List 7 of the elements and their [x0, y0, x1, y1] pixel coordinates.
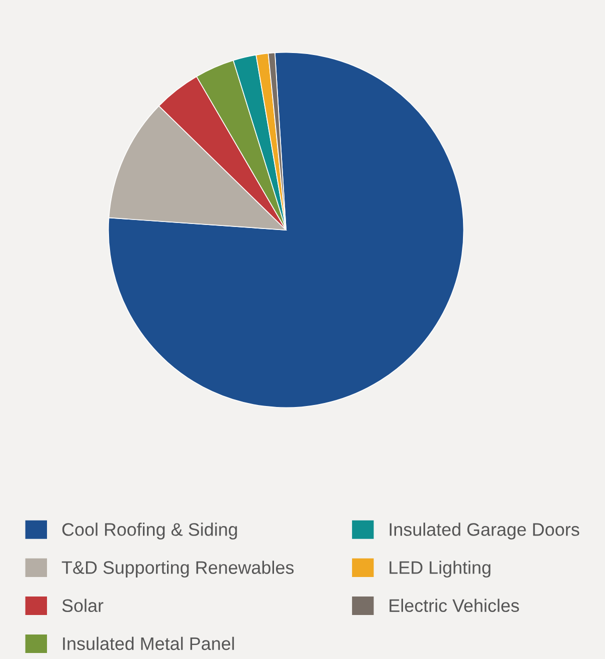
- legend-label: LED Lighting: [390, 560, 490, 578]
- legend-label: T&D Supporting Renewables: [62, 560, 294, 578]
- legend-label: Insulated Metal Panel: [63, 636, 234, 650]
- legend-label: Insulated Garage Doors: [390, 522, 580, 540]
- legend-label: Solar: [62, 598, 104, 612]
- legend-label: Cool Roofing & Siding: [62, 522, 237, 540]
- legend-label: Electric Vehicles: [390, 598, 519, 612]
